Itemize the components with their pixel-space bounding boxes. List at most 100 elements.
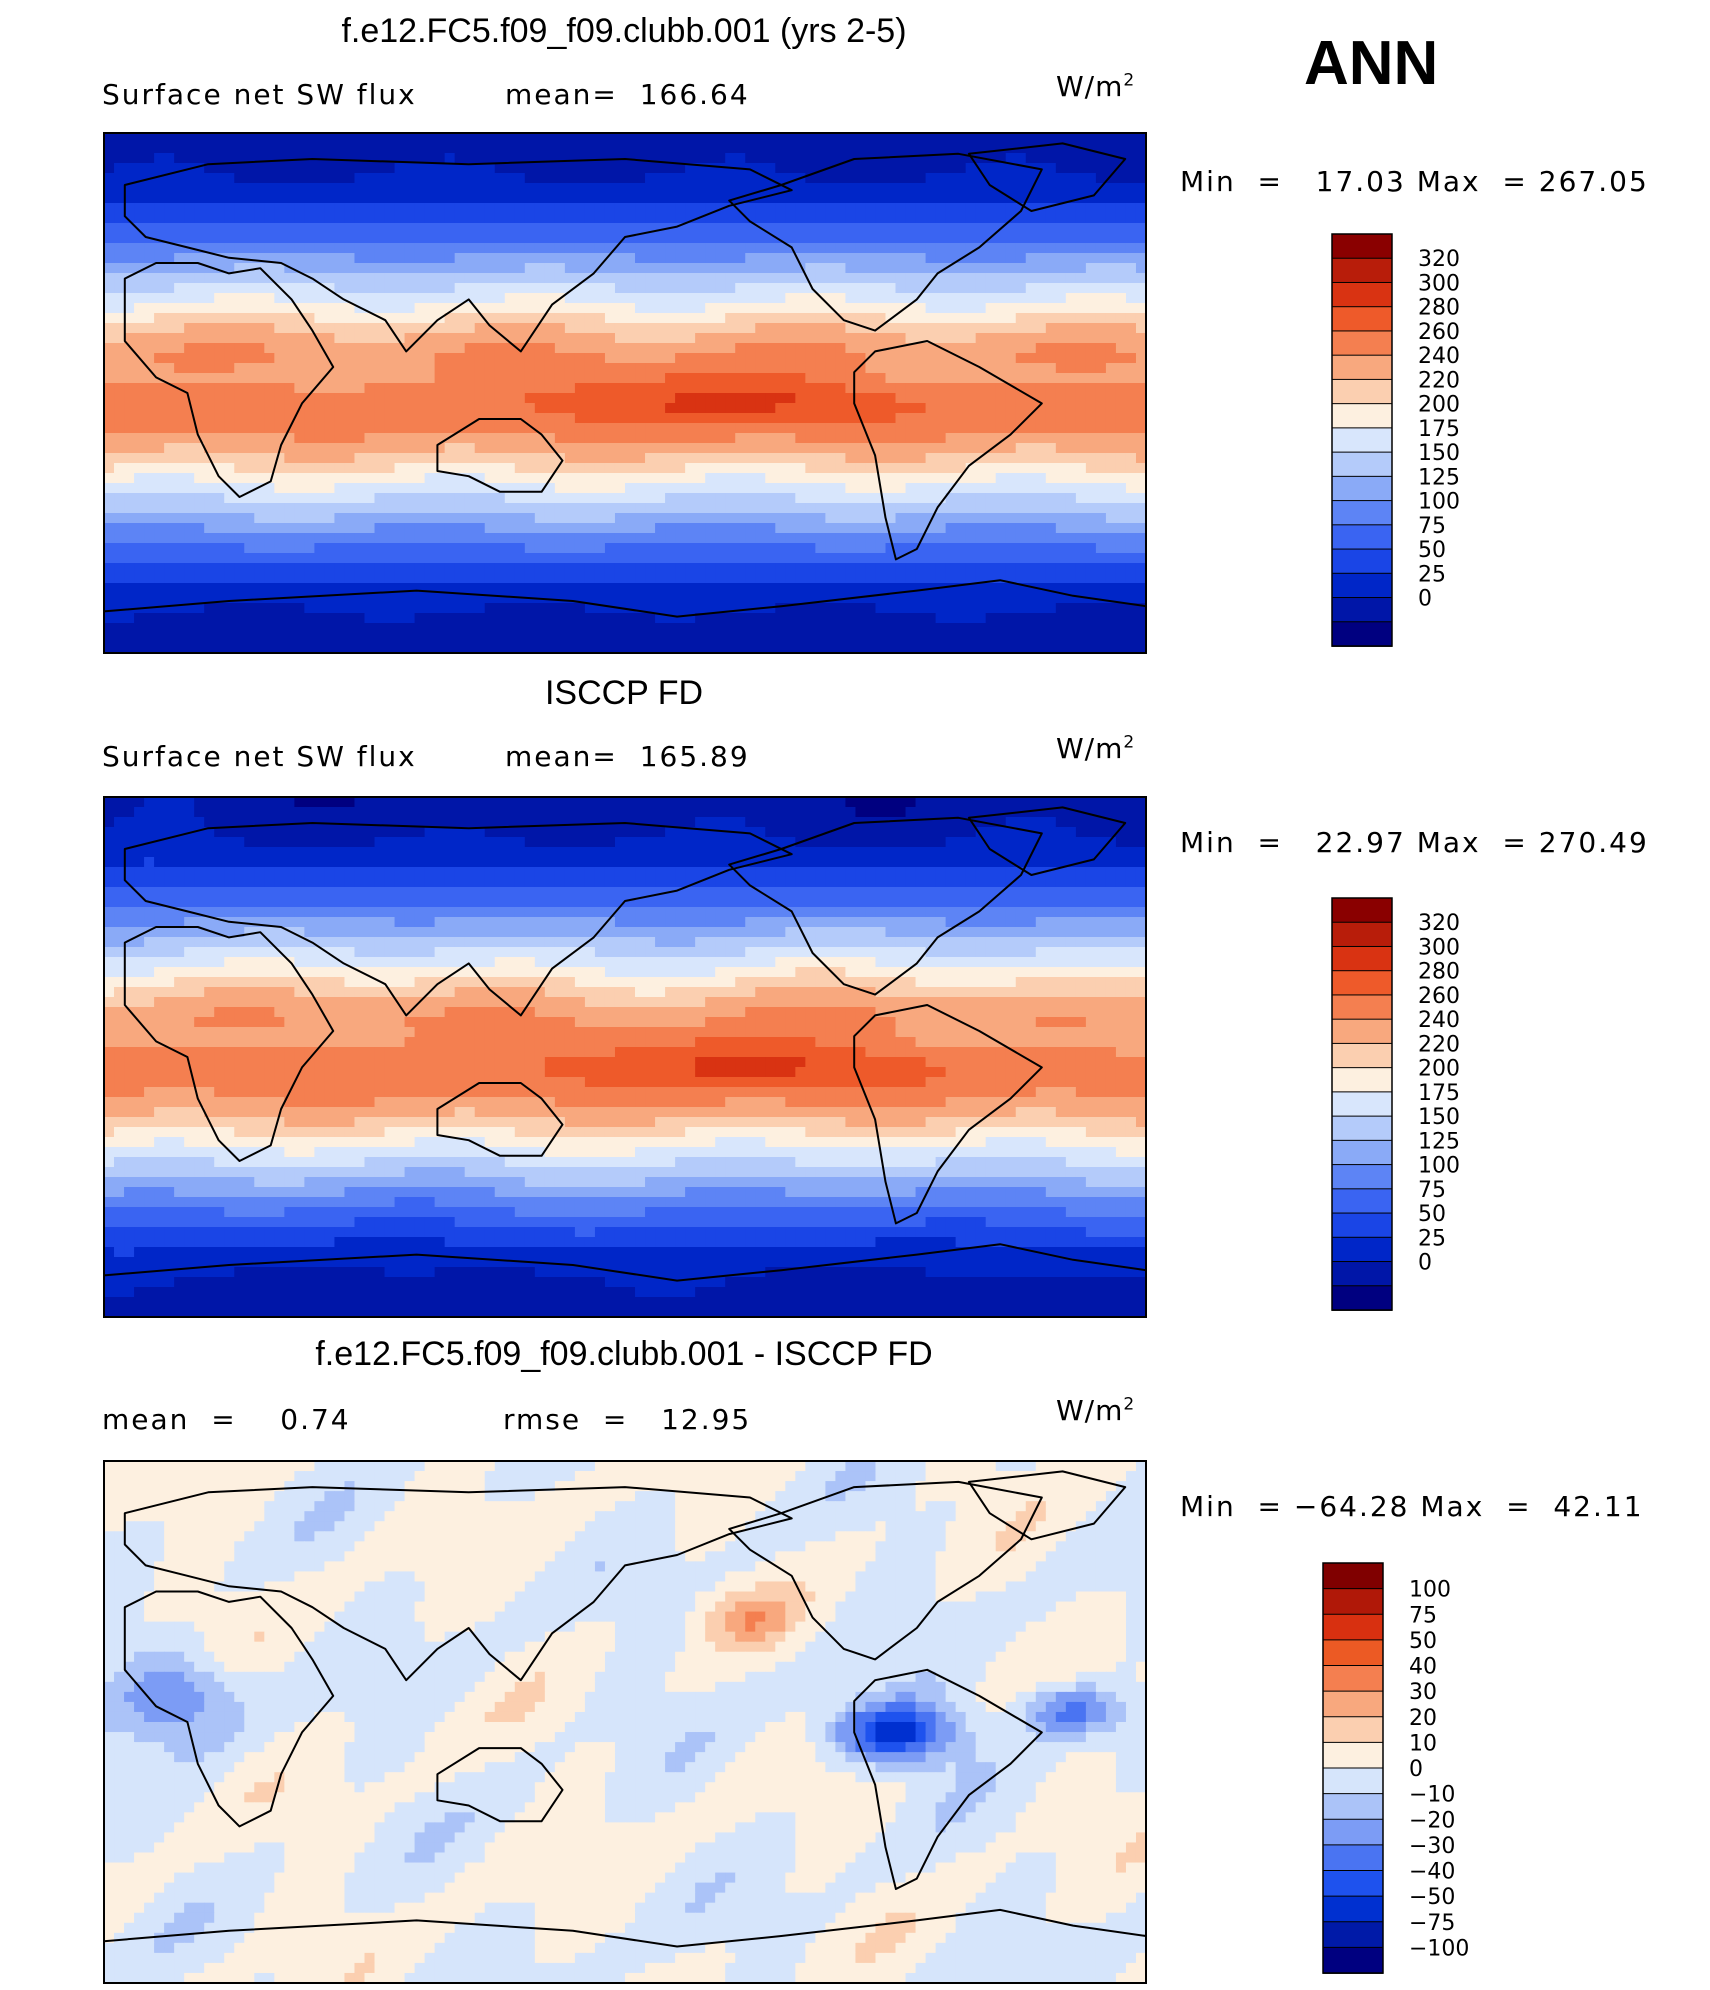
contour-cell <box>524 203 536 214</box>
contour-cell <box>835 153 847 164</box>
contour-cell <box>214 323 225 334</box>
contour-cell <box>925 253 937 264</box>
contour-cell <box>895 343 907 354</box>
contour-cell <box>1115 313 1127 324</box>
contour-cell <box>324 543 336 554</box>
contour-cell <box>544 403 556 414</box>
contour-cell <box>955 443 967 454</box>
contour-cell <box>314 333 326 344</box>
contour-cell <box>925 313 937 324</box>
contour-cell <box>815 183 826 194</box>
contour-cell <box>1025 243 1037 254</box>
contour-cell <box>504 483 516 494</box>
contour-cell <box>394 533 406 544</box>
contour-cell <box>1085 163 1097 174</box>
contour-cell <box>584 223 596 234</box>
contour-cell <box>1015 193 1027 204</box>
contour-cell <box>134 493 145 504</box>
contour-cell <box>925 403 937 414</box>
contour-cell <box>244 233 255 244</box>
contour-cell <box>1005 593 1017 604</box>
contour-cell <box>915 593 927 604</box>
contour-cell <box>484 233 496 244</box>
contour-cell <box>895 233 907 244</box>
contour-cell <box>635 393 646 404</box>
contour-cell <box>685 403 696 414</box>
contour-cell <box>1125 433 1137 444</box>
contour-cell <box>414 163 426 174</box>
contour-cell <box>865 573 877 584</box>
contour-cell <box>1015 543 1027 554</box>
contour-cell <box>775 443 786 454</box>
contour-cell <box>1015 393 1027 404</box>
contour-cell <box>124 593 135 604</box>
contour-cell <box>935 503 947 514</box>
contour-cell <box>805 293 816 304</box>
contour-cell <box>1135 583 1147 594</box>
contour-cell <box>254 443 265 454</box>
contour-cell <box>1115 143 1127 154</box>
contour-cell <box>374 523 386 534</box>
contour-cell <box>234 343 245 354</box>
contour-cell <box>635 173 646 184</box>
contour-cell <box>374 373 386 384</box>
contour-cell <box>594 533 606 544</box>
contour-cell <box>444 253 456 264</box>
contour-cell <box>1095 293 1107 304</box>
contour-cell <box>1015 563 1027 574</box>
contour-cell <box>735 513 746 524</box>
contour-cell <box>945 183 957 194</box>
contour-cell <box>1045 463 1057 474</box>
contour-cell <box>655 543 666 554</box>
contour-cell <box>855 213 867 224</box>
contour-cell <box>344 573 356 584</box>
contour-cell <box>625 263 636 274</box>
contour-cell <box>154 223 165 234</box>
contour-cell <box>665 603 676 614</box>
contour-cell <box>344 203 356 214</box>
contour-cell <box>795 433 806 444</box>
contour-cell <box>404 503 416 514</box>
contour-cell <box>154 133 165 144</box>
contour-cell <box>234 283 245 294</box>
contour-cell <box>665 273 676 284</box>
contour-cell <box>604 413 616 424</box>
contour-cell <box>234 463 245 474</box>
contour-cell <box>735 153 746 164</box>
contour-cell <box>665 573 676 584</box>
contour-cell <box>945 343 957 354</box>
contour-cell <box>284 523 295 534</box>
contour-cell <box>1085 413 1097 424</box>
contour-cell <box>264 293 275 304</box>
contour-cell <box>524 243 536 254</box>
contour-cell <box>835 133 847 144</box>
contour-cell <box>995 143 1007 154</box>
contour-cell <box>985 213 997 224</box>
contour-cell <box>264 163 275 174</box>
contour-cell <box>494 243 506 254</box>
contour-cell <box>695 533 706 544</box>
contour-cell <box>524 163 536 174</box>
contour-cell <box>314 493 326 504</box>
contour-cell <box>604 443 616 454</box>
contour-cell <box>725 563 736 574</box>
contour-cell <box>695 323 706 334</box>
contour-cell <box>374 393 386 404</box>
contour-cell <box>835 503 847 514</box>
contour-cell <box>805 413 816 424</box>
contour-cell <box>504 373 516 384</box>
contour-cell <box>675 393 686 404</box>
contour-cell <box>985 373 997 384</box>
contour-cell <box>705 453 716 464</box>
contour-cell <box>955 243 967 254</box>
contour-cell <box>845 403 857 414</box>
contour-cell <box>144 533 155 544</box>
contour-cell <box>284 513 295 524</box>
contour-cell <box>1095 313 1107 324</box>
contour-cell <box>1055 503 1067 514</box>
contour-cell <box>825 203 836 214</box>
contour-cell <box>484 313 496 324</box>
contour-cell <box>795 593 806 604</box>
contour-cell <box>444 273 456 284</box>
contour-cell <box>464 203 476 214</box>
